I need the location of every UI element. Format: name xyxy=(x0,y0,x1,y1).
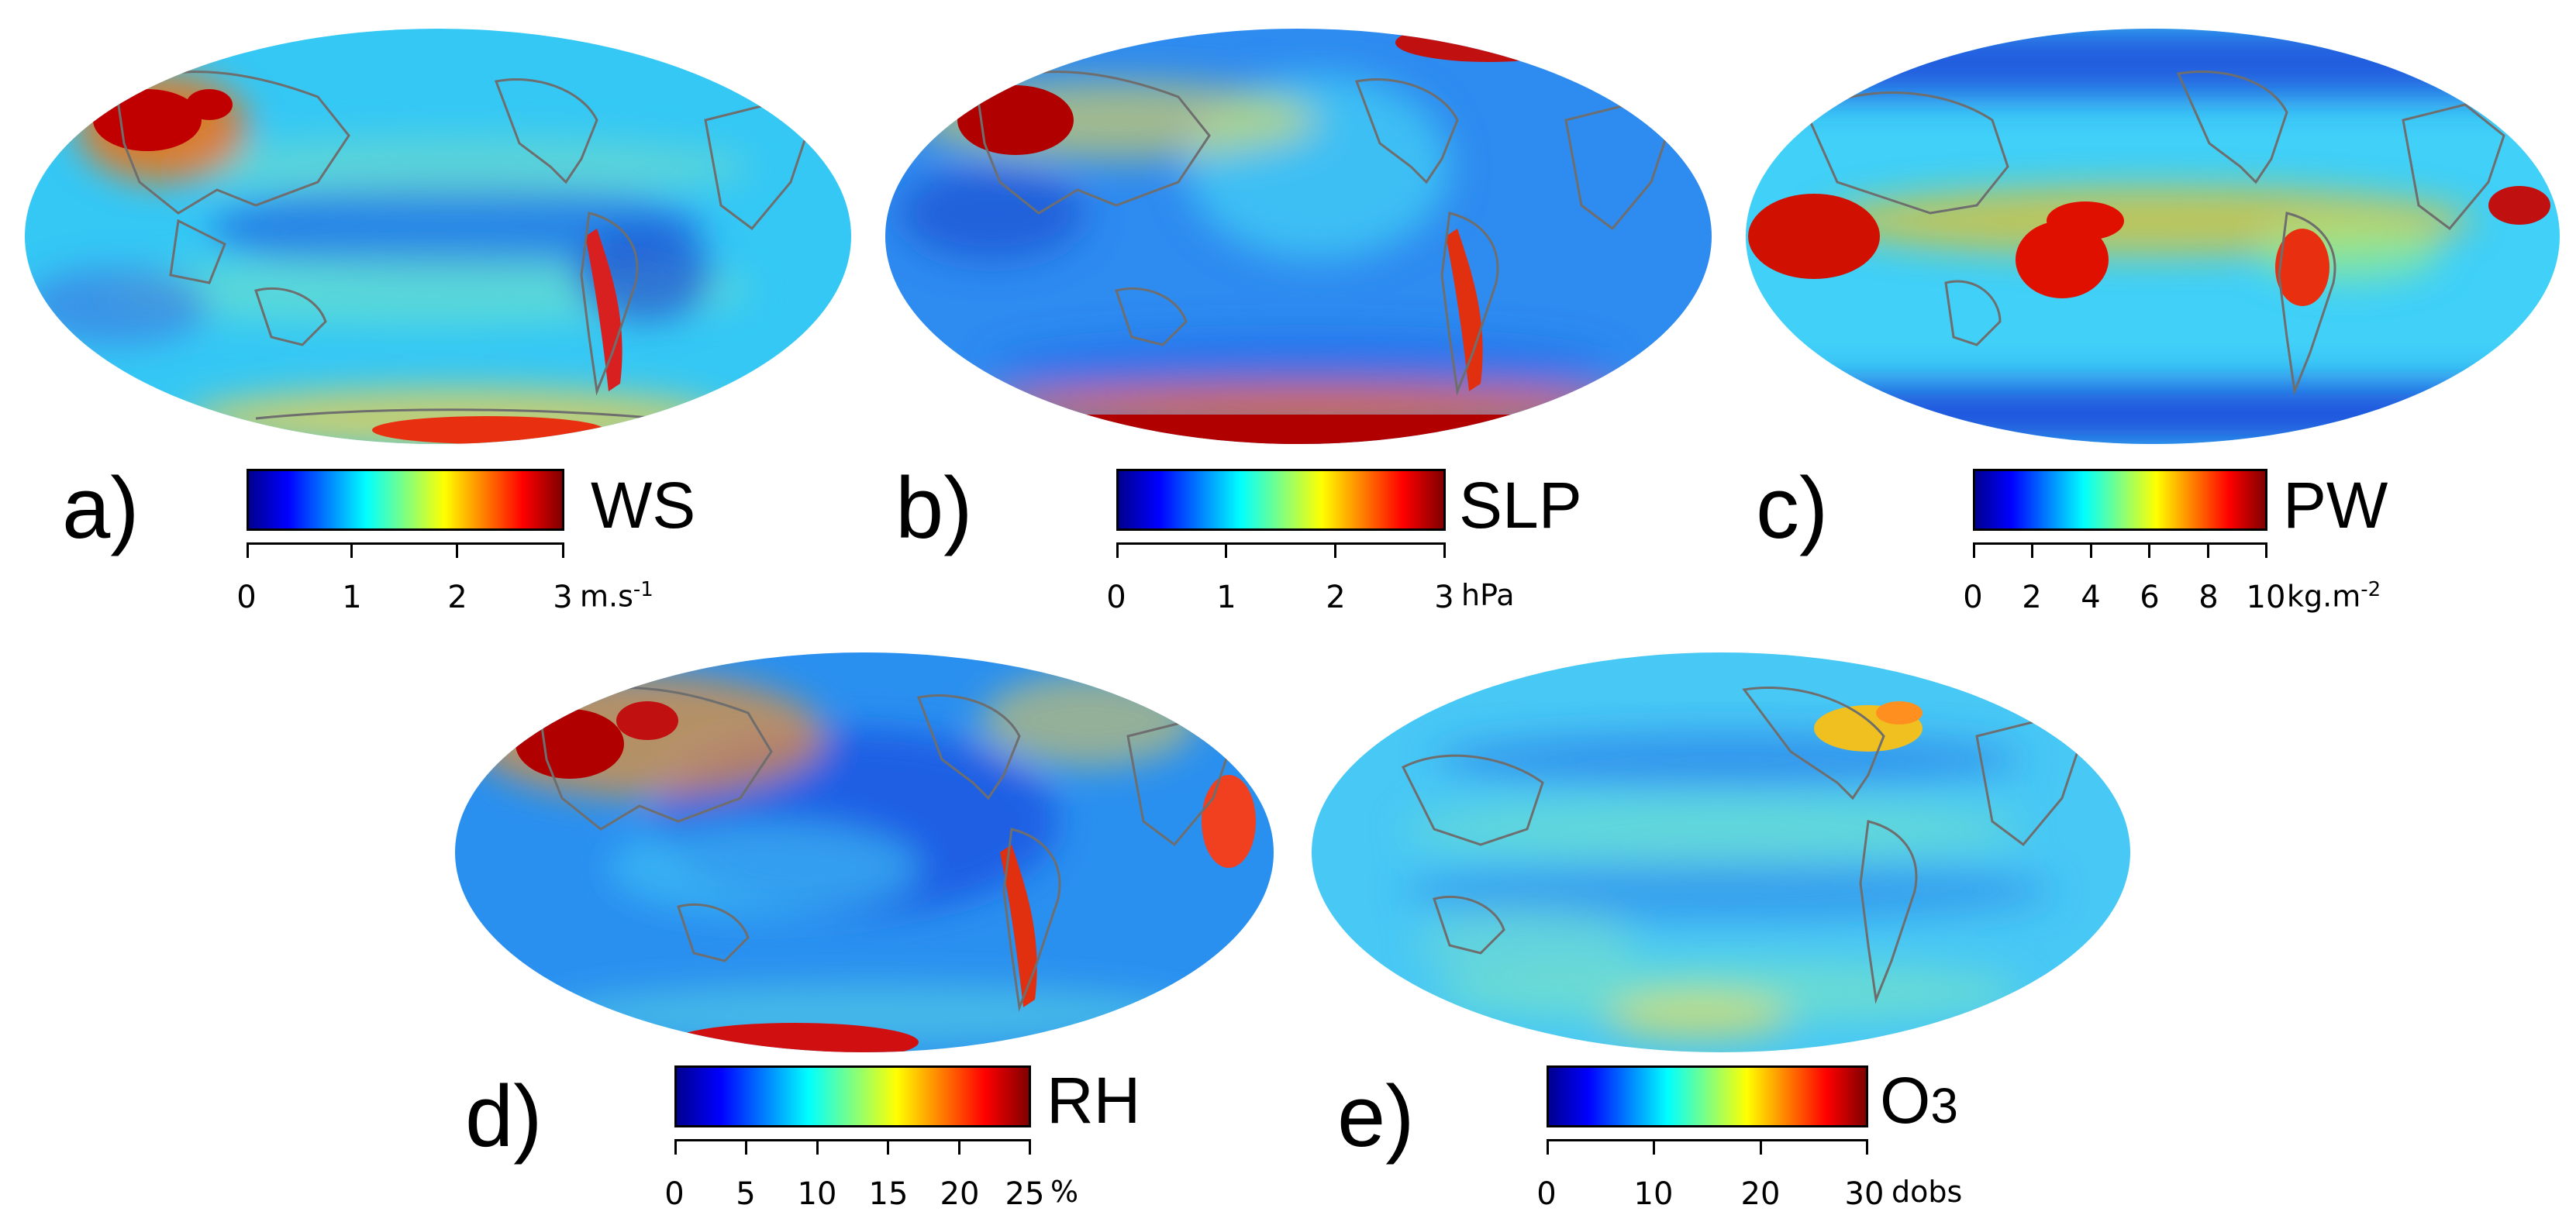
tick-label: 4 xyxy=(2081,580,2101,615)
variable-label-rh: RH xyxy=(1047,1064,1141,1137)
tick-label: 5 xyxy=(736,1176,756,1212)
map-ws xyxy=(25,29,851,444)
variable-label-o3: O3 xyxy=(1880,1064,1958,1137)
colorbar-o3 xyxy=(1547,1065,1868,1127)
unit-label-o3: dobs xyxy=(1891,1175,1963,1209)
variable-label-pw: PW xyxy=(2283,469,2388,542)
tick-label: 0 xyxy=(1106,580,1126,615)
panel-label-a: a) xyxy=(62,460,140,556)
colorbar-axis-slp: 0 1 2 3 xyxy=(1106,542,1454,615)
tick-label: 15 xyxy=(868,1176,909,1212)
map-rh xyxy=(455,652,1274,1052)
tick-label: 2 xyxy=(447,580,467,615)
colorbar-slp xyxy=(1116,469,1446,531)
map-pw xyxy=(1746,29,2560,444)
map-o3 xyxy=(1312,652,2130,1052)
variable-label-ws: WS xyxy=(591,469,696,542)
unit-label-slp: hPa xyxy=(1461,578,1515,612)
colorbar-ws xyxy=(247,469,564,531)
colorbar-pw xyxy=(1973,469,2267,531)
panel-label-e: e) xyxy=(1337,1068,1415,1165)
colorbar-axis-o3: 0 10 20 30 xyxy=(1536,1139,1884,1212)
tick-label: 3 xyxy=(1434,580,1454,615)
tick-label: 20 xyxy=(1740,1176,1781,1212)
unit-label-pw: kg.m-2 xyxy=(2287,578,2381,614)
tick-label: 1 xyxy=(1216,580,1236,615)
unit-label-ws: m.s-1 xyxy=(580,578,653,614)
variable-label-slp: SLP xyxy=(1459,469,1582,542)
colorbar-axis-rh: 0 5 10 15 20 25 xyxy=(664,1139,1044,1212)
panel-label-c: c) xyxy=(1756,460,1829,556)
tick-label: 10 xyxy=(1633,1176,1674,1212)
tick-label: 2 xyxy=(2022,580,2042,615)
tick-label: 3 xyxy=(553,580,573,615)
tick-label: 25 xyxy=(1005,1176,1045,1212)
panel-label-b: b) xyxy=(895,460,973,556)
colorbar-axis-ws: 0 1 2 3 xyxy=(236,542,573,615)
panel-label-d: d) xyxy=(465,1068,543,1165)
colorbar-axis-pw: 0 2 4 6 8 10 xyxy=(1963,542,2285,615)
tick-label: 10 xyxy=(797,1176,837,1212)
tick-label: 10 xyxy=(2246,580,2286,615)
tick-label: 6 xyxy=(2140,580,2160,615)
unit-label-rh: % xyxy=(1050,1175,1079,1209)
tick-label: 2 xyxy=(1326,580,1346,615)
tick-label: 0 xyxy=(236,580,257,615)
tick-label: 30 xyxy=(1844,1176,1885,1212)
map-slp xyxy=(885,29,1712,444)
tick-label: 0 xyxy=(664,1176,685,1212)
colorbar-rh xyxy=(674,1065,1031,1127)
tick-label: 8 xyxy=(2198,580,2219,615)
tick-label: 0 xyxy=(1536,1176,1557,1212)
tick-label: 20 xyxy=(940,1176,980,1212)
tick-label: 0 xyxy=(1963,580,1983,615)
tick-label: 1 xyxy=(342,580,362,615)
